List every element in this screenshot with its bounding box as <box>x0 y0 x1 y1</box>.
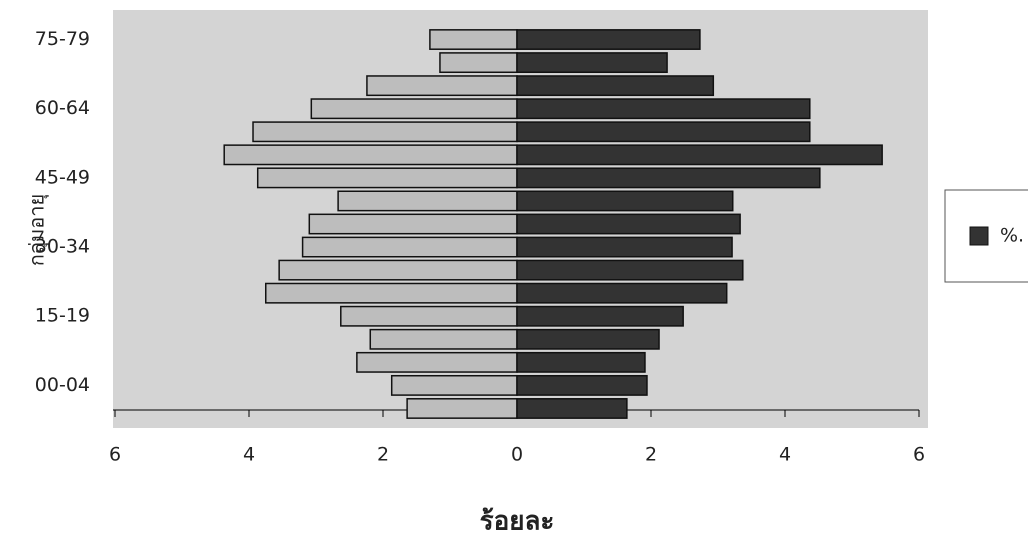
bar <box>516 29 701 50</box>
y-tick-label: 15-19 <box>35 305 90 327</box>
bar <box>337 190 518 212</box>
y-tick-label: 75-79 <box>35 28 90 50</box>
x-tick-label: 6 <box>109 444 121 466</box>
bar <box>516 374 648 396</box>
bar <box>516 236 733 258</box>
bar <box>265 282 518 304</box>
x-tick-label: 6 <box>913 444 925 466</box>
bar <box>516 52 668 74</box>
bar <box>516 305 684 327</box>
x-tick-label: 0 <box>511 444 523 466</box>
bar <box>516 398 628 419</box>
bar <box>516 259 744 281</box>
bar <box>516 190 734 212</box>
bar <box>340 305 518 327</box>
bar <box>439 52 518 74</box>
bar <box>308 213 518 235</box>
x-tick-label: 4 <box>243 444 255 466</box>
bar <box>366 75 518 97</box>
x-tick-label: 2 <box>645 444 657 466</box>
bar <box>369 328 518 350</box>
legend-label: %. <box>1000 225 1024 247</box>
bar <box>516 282 728 304</box>
bar <box>516 98 811 120</box>
bar <box>516 351 646 373</box>
legend-swatch <box>969 226 989 246</box>
bar <box>256 167 518 189</box>
bar <box>252 121 518 143</box>
bar <box>516 144 883 166</box>
bar <box>356 351 518 373</box>
bar <box>310 98 518 120</box>
bar <box>516 121 811 143</box>
y-tick-label: 30-34 <box>35 236 90 258</box>
bar <box>516 167 821 189</box>
bar <box>390 374 518 396</box>
bar <box>516 213 741 235</box>
x-tick-label: 2 <box>377 444 389 466</box>
x-axis-title: ร้อยละ <box>480 507 555 537</box>
bar <box>516 328 660 350</box>
y-tick-label: 00-04 <box>35 374 90 396</box>
y-tick-label: 45-49 <box>35 166 90 188</box>
bar <box>516 75 715 97</box>
bar <box>406 398 518 419</box>
bar <box>278 259 518 281</box>
bar <box>301 236 518 258</box>
x-tick-label: 4 <box>779 444 791 466</box>
y-tick-label: 60-64 <box>35 97 90 119</box>
bar <box>223 144 518 166</box>
y-axis-title: กลุ่มอายุ <box>25 194 50 267</box>
bar <box>429 29 518 50</box>
